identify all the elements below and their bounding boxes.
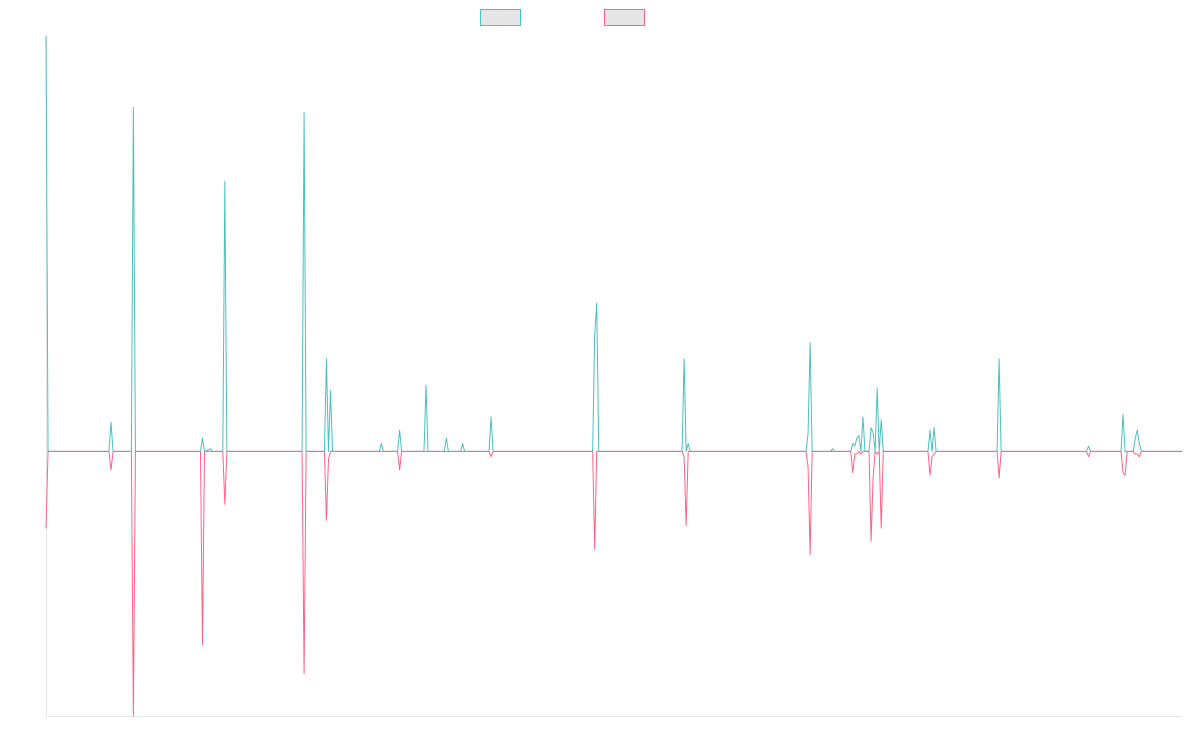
legend-swatch-teal[interactable]	[480, 9, 521, 26]
series-line-2	[45, 450, 1183, 717]
series-layer	[45, 35, 1183, 717]
legend	[480, 9, 645, 26]
legend-swatch-pink[interactable]	[604, 9, 645, 26]
series-line-1	[45, 35, 1183, 452]
